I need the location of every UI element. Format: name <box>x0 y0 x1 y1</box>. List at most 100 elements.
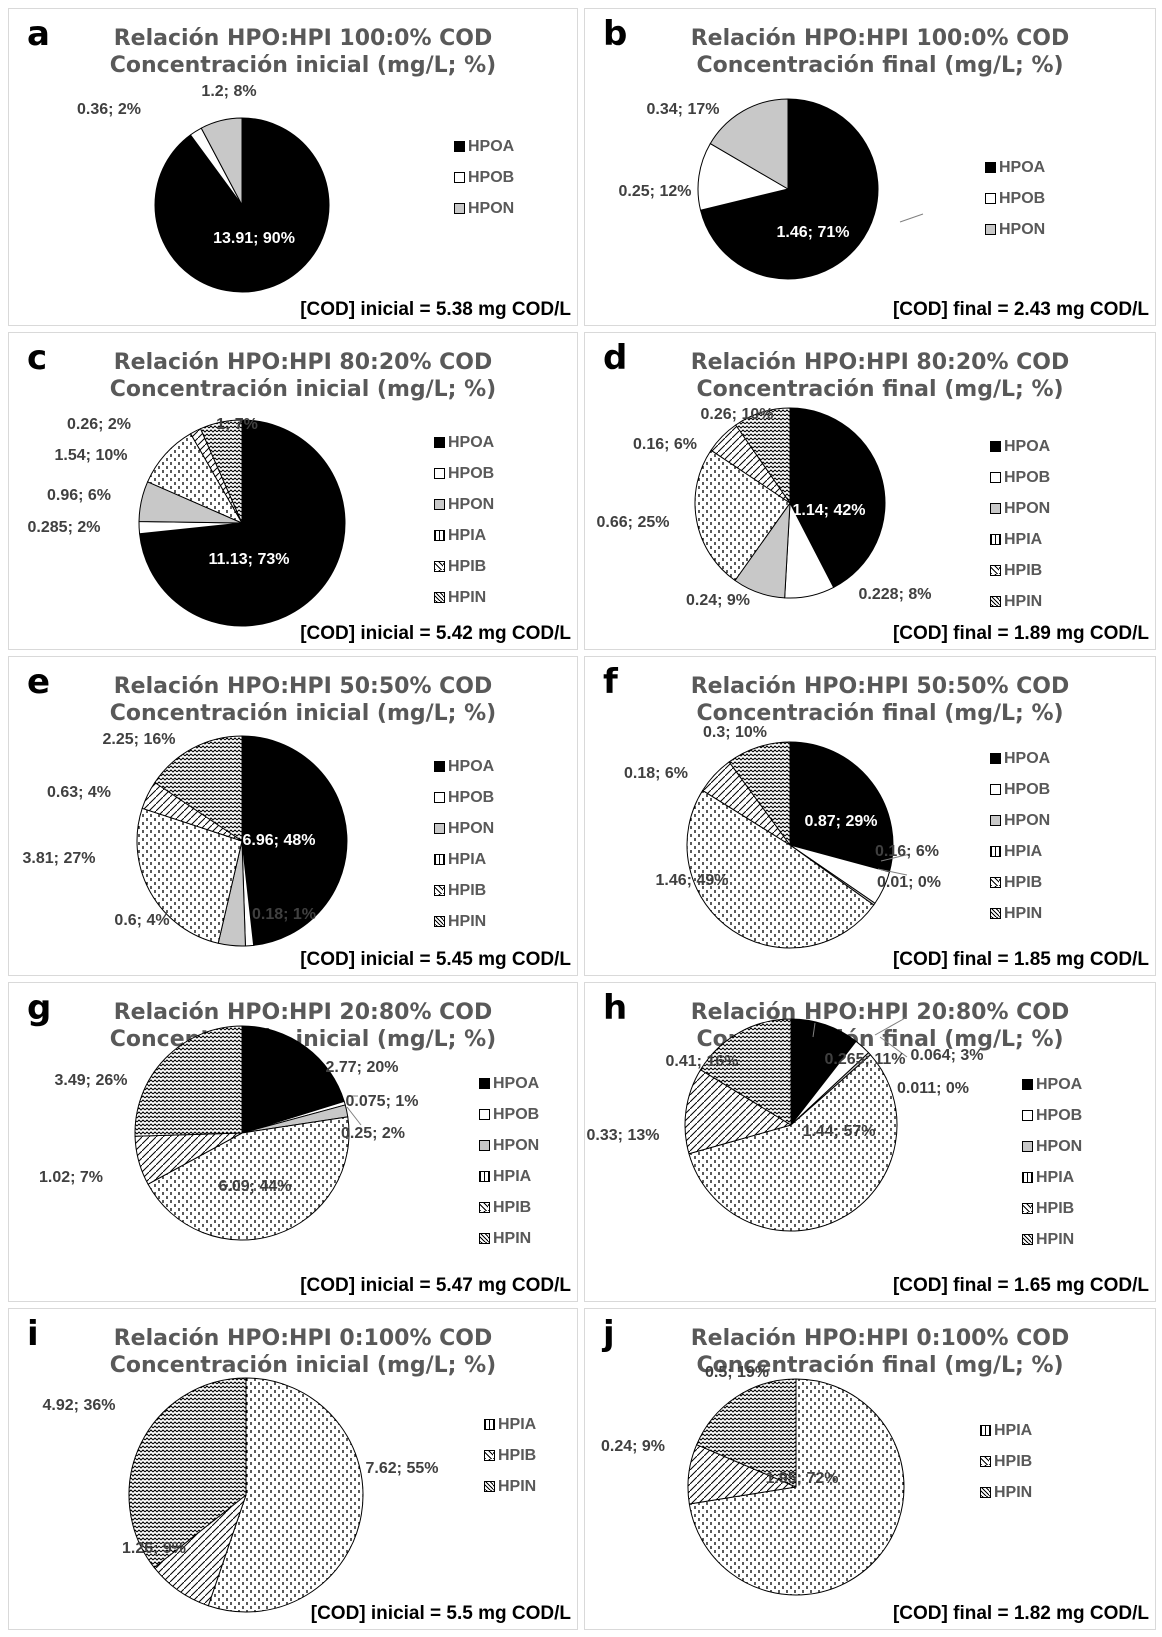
data-label-hpob: 0.36; 2% <box>77 101 141 118</box>
pie-chart: 1.14; 42% 0.228; 8% 0.24; 9% 0.66; 25% 0.16;… <box>597 406 932 609</box>
chart-legend: HPOA HPOB HPON HPIA HPIB HPIN <box>434 427 494 613</box>
data-label-hpoa: 1.14; 42% <box>793 502 866 519</box>
pie-slice-hpoa <box>241 1025 345 1134</box>
legend-label: HPIB <box>1004 873 1043 891</box>
data-label-hpoa: 0.265; 11% <box>825 1051 906 1068</box>
legend-swatch <box>990 441 1001 452</box>
data-label-hpon: 0.01; 0% <box>877 874 941 891</box>
legend-label: HPIN <box>1004 904 1043 922</box>
legend-item-hpia: HPIA <box>434 520 494 551</box>
pie-slice-hpin <box>696 1378 797 1488</box>
legend-swatch <box>434 437 445 448</box>
chart-title-block: Relación HPO:HPI 80:20% COD Concentración… <box>49 349 557 403</box>
legend-swatch <box>1022 1234 1033 1245</box>
legend-label: HPON <box>448 819 495 837</box>
leader-line <box>879 1036 908 1058</box>
chart-panel-a: a Relación HPO:HPI 100:0% COD Concentració… <box>8 8 578 326</box>
legend-label: HPOB <box>1036 1106 1083 1124</box>
legend-label: HPOA <box>1004 437 1051 455</box>
data-label-hpoa: 11.13; 73% <box>209 551 290 568</box>
legend-label: HPOB <box>1004 780 1051 798</box>
legend-swatch <box>454 141 465 152</box>
legend-swatch <box>1022 1141 1033 1152</box>
chart-title-block: Relación HPO:HPI 80:20% COD Concentración… <box>625 349 1135 403</box>
chart-title-block: Relación HPO:HPI 0:100% COD Concentración… <box>625 1325 1135 1379</box>
chart-legend: HPOA HPOB HPON HPIA HPIB HPIN <box>434 751 494 937</box>
panel-letter: h <box>603 988 628 1028</box>
legend-label: HPOB <box>1004 468 1051 486</box>
legend-swatch <box>479 1202 490 1213</box>
pie-chart: 0.87; 29% 0.16; 6% 0.01; 0% 1.46; 49% 0.18; … <box>624 724 941 949</box>
chart-title: Relación HPO:HPI 100:0% COD <box>113 26 493 51</box>
legend-swatch <box>990 503 1001 514</box>
pie-slice-hpoa <box>700 98 879 280</box>
data-label-hpob: 0.16; 6% <box>875 843 939 860</box>
chart-legend: HPOA HPOB HPON <box>985 152 1045 245</box>
legend-item-hpia: HPIA <box>980 1415 1032 1446</box>
legend-item-hpon: HPON <box>479 1130 539 1161</box>
legend-swatch <box>434 561 445 572</box>
legend-label: HPIB <box>1036 1199 1075 1217</box>
legend-swatch <box>990 815 1001 826</box>
pie-slice-hpin <box>128 1377 247 1569</box>
chart-title: Relación HPO:HPI 50:50% COD <box>690 674 1070 699</box>
legend-item-hpon: HPON <box>434 813 494 844</box>
legend-swatch <box>479 1109 490 1120</box>
legend-swatch <box>1022 1110 1033 1121</box>
panel-letter: g <box>27 988 52 1028</box>
data-label-hpon: 0.011; 0% <box>897 1080 969 1097</box>
chart-subtitle: Concentración final (mg/L; %) <box>696 377 1064 402</box>
chart-legend: HPOA HPOB HPON <box>454 131 514 224</box>
legend-item-hpib: HPIB <box>484 1440 536 1471</box>
data-label-hpin: 3.49; 26% <box>55 1072 128 1089</box>
data-label-hpob: 0.228; 8% <box>859 586 932 603</box>
data-label-hpin: 0.5; 19% <box>705 1364 769 1381</box>
chart-subtitle: Concentración final (mg/L; %) <box>696 53 1064 78</box>
legend-swatch <box>980 1487 991 1498</box>
data-label-hpon: 0.6; 4% <box>114 912 169 929</box>
legend-label: HPIB <box>1004 561 1043 579</box>
chart-title-block: Relación HPO:HPI 0:100% COD Concentración… <box>49 1325 557 1379</box>
cod-concentration-note: [COD] inicial = 5.47 mg COD/L <box>300 1275 571 1296</box>
pie-slice-hpin <box>735 407 791 504</box>
legend-label: HPIB <box>448 557 487 575</box>
legend-label: HPIN <box>493 1229 532 1247</box>
panel-letter: e <box>27 662 51 702</box>
legend-swatch <box>434 468 445 479</box>
legend-swatch <box>980 1456 991 1467</box>
legend-item-hpon: HPON <box>990 493 1050 524</box>
data-label-hpob: 0.25; 12% <box>619 183 692 200</box>
pie-slice-hpon <box>200 117 243 206</box>
legend-label: HPON <box>1004 499 1051 517</box>
data-label-hpon: 0.34; 17% <box>647 101 720 118</box>
data-label-hpib: 0.18; 6% <box>624 765 688 782</box>
legend-swatch <box>990 753 1001 764</box>
pie-slice-hpia <box>136 807 243 944</box>
panel-letter: a <box>27 14 50 54</box>
legend-item-hpin: HPIN <box>990 586 1050 617</box>
data-label-hpin: 2.25; 16% <box>103 731 176 748</box>
legend-label: HPOA <box>448 757 495 775</box>
chart-legend: HPIA HPIB HPIN <box>484 1409 536 1502</box>
data-label-hpib: 0.26; 2% <box>67 416 131 433</box>
legend-item-hpoa: HPOA <box>434 751 494 782</box>
legend-swatch <box>454 172 465 183</box>
pie-slice-hpoa <box>789 407 886 588</box>
chart-title: Relación HPO:HPI 0:100% COD <box>113 1326 493 1351</box>
legend-item-hpib: HPIB <box>479 1192 539 1223</box>
legend-label: HPOA <box>448 433 495 451</box>
chart-title-block: Relación HPO:HPI 50:50% COD Concentración… <box>49 673 557 727</box>
chart-title-block: Relación HPO:HPI 50:50% COD Concentración… <box>625 673 1135 727</box>
legend-swatch <box>985 162 996 173</box>
chart-panel-h: h Relación HPO:HPI 20:80% COD Concentració… <box>584 982 1156 1302</box>
leader-line <box>899 213 924 223</box>
legend-swatch <box>1022 1203 1033 1214</box>
panel-letter: j <box>603 1314 615 1354</box>
data-label-hpia: 7.62; 55% <box>366 1460 439 1477</box>
legend-label: HPIN <box>448 588 487 606</box>
pie-chart: 13.91; 90% 0.36; 2% 1.2; 8% <box>77 83 330 293</box>
chart-title: Relación HPO:HPI 20:80% COD <box>113 1000 493 1025</box>
data-label-hpon: 0.96; 6% <box>47 487 111 504</box>
legend-label: HPOA <box>999 158 1046 176</box>
